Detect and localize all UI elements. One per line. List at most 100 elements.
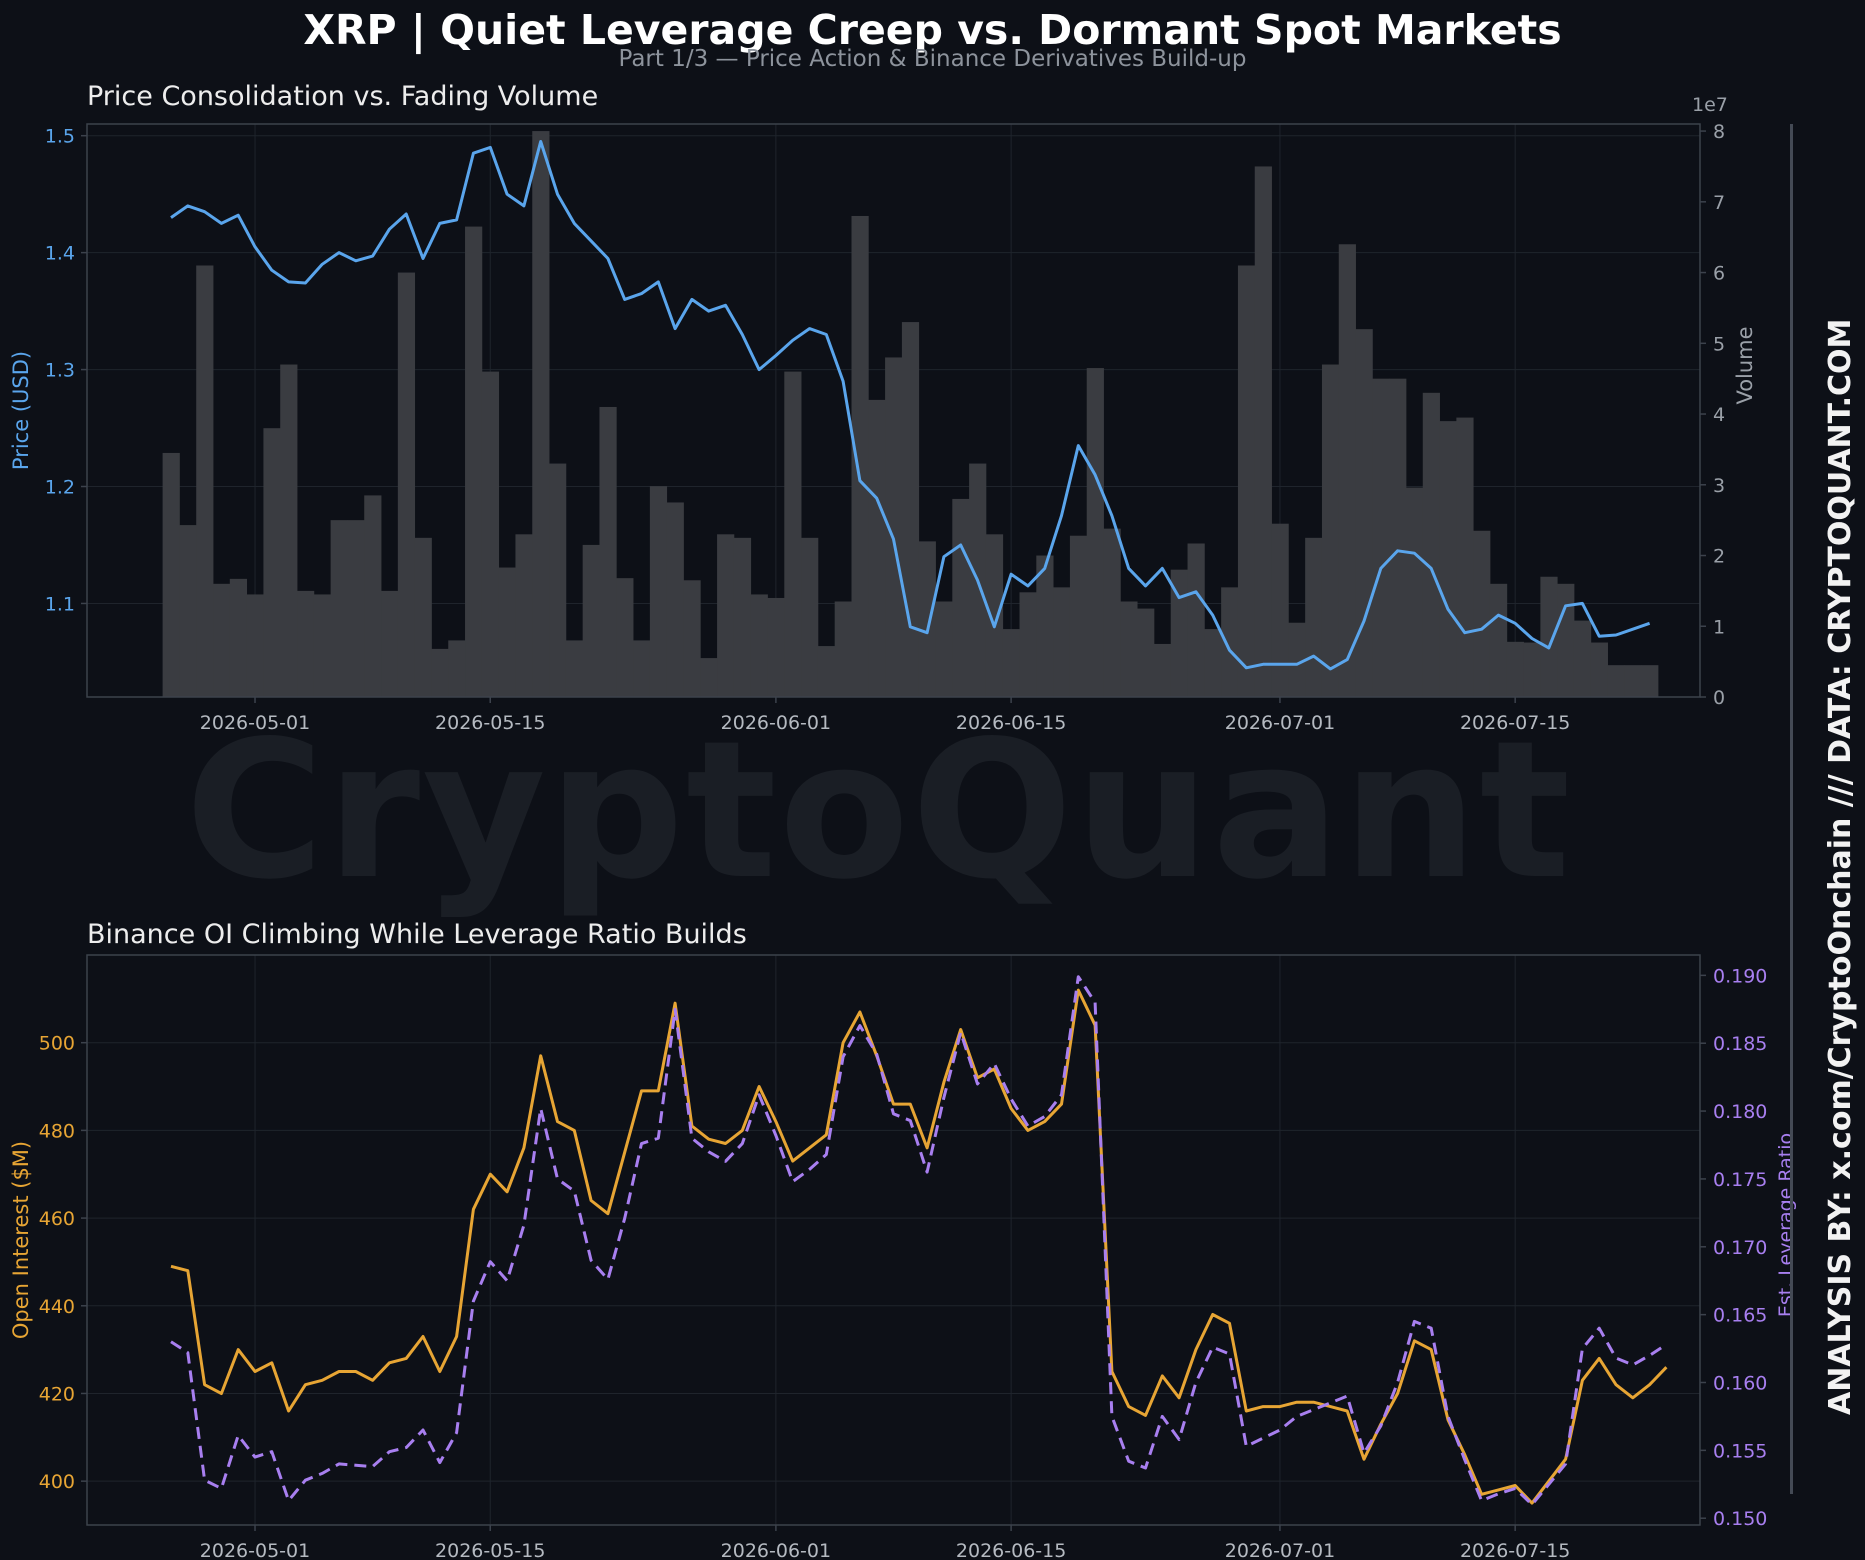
y2-tick-label: 2 (1713, 546, 1725, 568)
x-tick-label: 2026-05-01 (200, 1540, 310, 1560)
volume-bar (935, 601, 953, 697)
volume-bar (1355, 329, 1373, 697)
volume-bar (347, 520, 365, 697)
volume-bar (1271, 523, 1289, 697)
x-tick-label: 2026-05-15 (435, 1540, 545, 1560)
y2-axis-label: Est. Leverage Ratio (1775, 1133, 1797, 1317)
y2-tick-label: 0.175 (1713, 1169, 1767, 1191)
y-tick-label: 1.4 (45, 243, 75, 265)
volume-bar (633, 640, 651, 697)
open-interest-line (170, 988, 1668, 1505)
volume-bar (381, 590, 399, 697)
volume-bar (817, 646, 836, 697)
plot-frame (86, 954, 1701, 1526)
volume-bar (918, 541, 936, 697)
volume-bar (1573, 620, 1592, 697)
oi-leverage-panel: 2026-05-01 2026-05-15 2026-06-01 2026-06-15… (9, 954, 1797, 1560)
volume-bar (1288, 622, 1306, 697)
price-line (170, 140, 1651, 671)
figure-subtitle: Part 1/3 — Price Action & Binance Deriva… (618, 46, 1247, 72)
y2-tick-label: 0.185 (1713, 1033, 1767, 1055)
volume-bar (952, 498, 970, 697)
volume-bar (498, 567, 516, 697)
x-tick-label: 2026-05-15 (435, 712, 545, 734)
volume-bar (280, 364, 298, 697)
volume-bar (666, 502, 684, 697)
volume-bar (1221, 587, 1239, 697)
volume-bar (1086, 368, 1104, 697)
y2-tick-label: 0.165 (1713, 1305, 1767, 1327)
x-tick-label: 2026-07-01 (1225, 712, 1335, 734)
x-tick-label: 2026-05-01 (200, 712, 310, 734)
x-tick-label: 2026-06-01 (721, 712, 831, 734)
volume-bar (1120, 601, 1138, 697)
x-tick-label: 2026-06-01 (721, 1540, 831, 1560)
volume-bar (414, 537, 432, 697)
volume-bar (1053, 587, 1071, 697)
volume-bar (213, 583, 231, 697)
volume-bar (985, 534, 1004, 697)
volume-bar (246, 594, 264, 697)
y-tick-label: 500 (39, 1033, 75, 1055)
y-tick-label: 400 (39, 1471, 75, 1493)
volume-bar (1170, 569, 1188, 697)
y2-tick-label: 0.160 (1713, 1373, 1767, 1395)
plot-frame (86, 123, 1701, 698)
volume-bar (162, 452, 180, 697)
volume-bar (532, 131, 550, 697)
volume-bar (1019, 592, 1037, 697)
volume-bar (733, 537, 752, 697)
volume-bar (1590, 642, 1608, 697)
volume-bar (431, 648, 449, 697)
y2-tick-label: 6 (1713, 263, 1725, 285)
volume-bar (834, 601, 852, 697)
volume-bar (1506, 641, 1524, 697)
y2-tick-label: 0.155 (1713, 1440, 1767, 1462)
volume-bar (582, 544, 600, 697)
volume-bar (700, 658, 718, 697)
volume-bar (1036, 555, 1054, 697)
y-tick-label: 480 (39, 1120, 75, 1142)
y-tick-label: 440 (39, 1296, 75, 1318)
volume-bar (448, 640, 466, 697)
volume-bar (767, 597, 785, 697)
volume-bar (1456, 417, 1474, 697)
price-volume-panel: 2026-05-01 2026-05-15 2026-06-01 2026-06-15… (9, 94, 1757, 734)
volume-bar (1473, 530, 1491, 697)
volume-bar (515, 534, 533, 697)
volume-bar (599, 406, 617, 697)
watermark: CryptoQuant (185, 700, 1573, 921)
y-tick-label: 1.2 (45, 477, 75, 499)
oi-chart-title: Binance OI Climbing While Leverage Ratio… (87, 919, 747, 950)
volume-bar (1153, 643, 1172, 697)
volume-bar (851, 215, 869, 698)
volume-bar (196, 265, 214, 697)
volume-bar (1489, 583, 1508, 697)
y-tick-label: 1.3 (45, 360, 75, 382)
volume-bar (179, 525, 197, 697)
volume-bar (1002, 629, 1020, 697)
x-tick-label: 2026-06-15 (956, 712, 1066, 734)
volume-bar (313, 594, 332, 697)
y-axis-label: Open Interest ($M) (9, 1141, 33, 1339)
volume-bar (1321, 364, 1340, 697)
y-tick-label: 460 (39, 1208, 75, 1230)
y2-tick-label: 0.170 (1713, 1237, 1767, 1259)
y2-tick-label: 0.180 (1713, 1101, 1767, 1123)
volume-bar (885, 357, 903, 697)
volume-bar (1204, 629, 1222, 697)
volume-bar (1103, 528, 1121, 697)
leverage-ratio-line (170, 975, 1668, 1507)
volume-bar (481, 371, 500, 697)
y2-tick-label: 8 (1713, 121, 1725, 143)
y2-tick-label: 1 (1713, 616, 1725, 638)
volume-bar (868, 399, 886, 697)
y-axis-label: Price (USD) (9, 351, 33, 470)
y2-tick-label: 0.190 (1713, 965, 1767, 987)
volume-bar (1422, 392, 1440, 697)
y-tick-label: 1.1 (45, 593, 75, 615)
y2-axis-label: Volume (1733, 326, 1757, 404)
volume-bar (801, 537, 819, 697)
volume-bar (750, 594, 768, 697)
